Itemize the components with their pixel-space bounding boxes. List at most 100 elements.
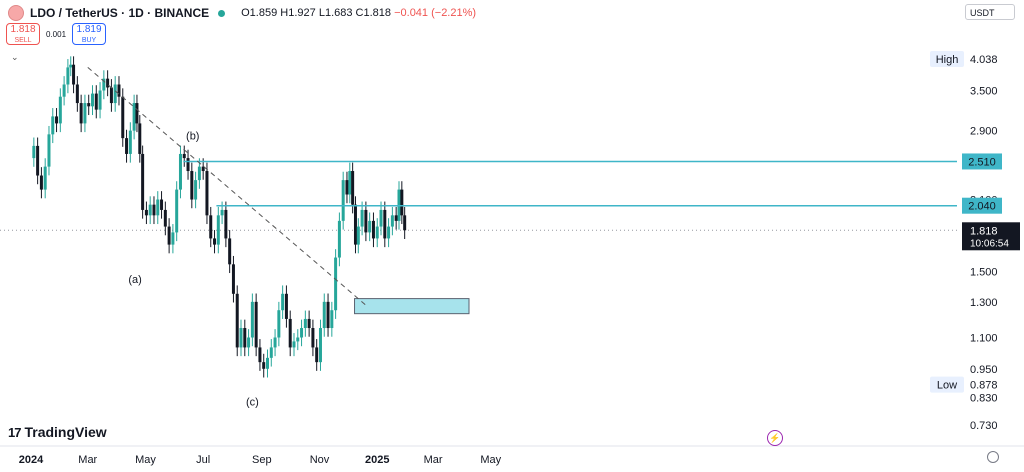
y-tick-label: 1.500: [970, 266, 998, 278]
high-badge-label: High: [936, 54, 959, 66]
candle-body: [125, 138, 129, 154]
currency-select[interactable]: USDT: [965, 4, 1015, 20]
close-value: C1.818: [355, 7, 392, 19]
x-tick-label: 2024: [19, 454, 44, 466]
candle-body: [152, 204, 156, 216]
candle-body: [79, 103, 83, 124]
wave-label: (b): [186, 131, 199, 143]
candle-body: [330, 310, 334, 329]
candle-body: [32, 145, 36, 159]
high-badge-value: 4.038: [970, 54, 998, 66]
candle-body: [254, 301, 258, 348]
high-badge: High 4.038: [930, 51, 998, 67]
candle-body: [250, 301, 254, 338]
sell-price: 1.818: [10, 24, 36, 35]
candle-body: [113, 84, 117, 104]
candle-body: [98, 90, 102, 110]
candle-body: [322, 301, 326, 329]
candle-body: [375, 226, 379, 239]
y-tick-label: 2.900: [970, 126, 998, 138]
candle-body: [102, 78, 106, 91]
y-tick-label: 0.830: [970, 393, 998, 405]
candle-body: [83, 103, 87, 124]
candle-body: [156, 199, 160, 216]
candle-body: [121, 96, 125, 139]
low-badge-label: Low: [937, 380, 957, 392]
candle-body: [72, 64, 76, 85]
candle-body: [167, 226, 171, 245]
coin-icon: [8, 5, 24, 21]
candle-body: [371, 220, 375, 239]
buy-label: BUY: [81, 37, 97, 44]
candle-body: [216, 215, 220, 245]
candle-body: [87, 103, 91, 107]
candle-body: [55, 116, 59, 124]
market-status-dot: [218, 9, 226, 17]
gear-icon[interactable]: [987, 451, 999, 463]
candle-body: [387, 226, 391, 239]
bar-countdown: 10:06:54: [970, 238, 1009, 249]
chart-header: LDO / TetherUS · 1D · BINANCE O1.859 H1.…: [8, 5, 476, 21]
trade-panel: 1.818 SELL 0.001 1.819 BUY: [6, 23, 107, 45]
candle-body: [400, 189, 404, 216]
candle-body: [66, 67, 70, 85]
x-tick-label: May: [135, 454, 156, 466]
candle-body: [296, 337, 300, 342]
change-value: −0.041 (−2.21%): [394, 7, 477, 19]
candle-body: [182, 153, 186, 159]
candle-body: [224, 209, 228, 239]
sell-label: SELL: [14, 37, 32, 44]
tradingview-logo-icon: 17: [8, 424, 22, 440]
x-tick-label: Mar: [424, 454, 443, 466]
y-tick-label: 0.950: [970, 364, 998, 376]
trendline: [87, 67, 367, 306]
wave-label: (c): [246, 396, 259, 408]
candle-body: [288, 318, 292, 348]
candle-body: [239, 328, 243, 348]
low-value: L1.683: [318, 7, 353, 19]
low-badge: Low 0.878: [930, 376, 998, 393]
candle-body: [356, 226, 360, 245]
x-tick-label: Sep: [252, 454, 272, 466]
x-tick-label: Nov: [310, 454, 330, 466]
level-badge: [962, 153, 1002, 170]
candle-body: [109, 87, 113, 104]
candle-body: [190, 171, 194, 200]
candle-body: [197, 166, 201, 181]
symbol-title[interactable]: LDO / TetherUS · 1D · BINANCE: [30, 6, 210, 20]
candle-body: [220, 209, 224, 216]
y-tick-label: 1.300: [970, 297, 998, 309]
buy-button[interactable]: 1.819 BUY: [72, 23, 107, 45]
candle-body: [132, 103, 136, 131]
candle-body: [364, 209, 368, 233]
candle-body: [94, 93, 98, 110]
candle-body: [337, 220, 341, 258]
current-price-value: 1.818: [970, 225, 998, 237]
candle-body: [36, 145, 40, 176]
lightning-icon[interactable]: ⚡: [767, 430, 783, 446]
ohlc-readout: O1.859 H1.927 L1.683 C1.818 −0.041 (−2.2…: [241, 7, 476, 19]
candle-body: [106, 78, 110, 88]
candle-body: [318, 328, 322, 363]
x-tick-label: Jul: [196, 454, 210, 466]
candle-body: [39, 175, 43, 190]
candle-body: [262, 362, 266, 369]
candle-body: [273, 337, 277, 348]
candle-body: [201, 166, 205, 172]
candle-body: [281, 293, 285, 311]
candle-body: [307, 318, 311, 329]
candle-body: [141, 153, 145, 210]
candle-body: [266, 357, 269, 369]
sell-button[interactable]: 1.818 SELL: [6, 23, 40, 45]
tradingview-logo-text: TradingView: [24, 424, 107, 440]
chevron-down-icon[interactable]: ⌄: [11, 52, 19, 62]
candle-body: [171, 232, 175, 245]
candle-body: [394, 215, 398, 221]
candle-body: [390, 215, 394, 227]
y-tick-label: 3.500: [970, 86, 998, 98]
x-tick-label: Mar: [78, 454, 97, 466]
candle-body: [351, 171, 355, 205]
candle-body: [178, 153, 182, 190]
candle-body: [51, 116, 55, 135]
